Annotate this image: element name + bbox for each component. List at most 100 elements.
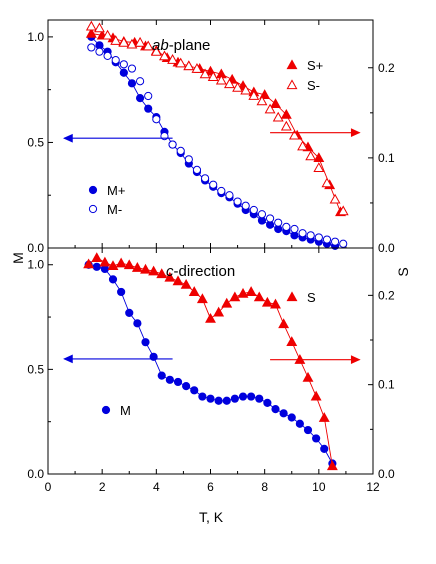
point-S-0 bbox=[83, 258, 95, 269]
point-M-10 bbox=[165, 375, 174, 384]
panel-0-yr-tick-label-0: 0.0 bbox=[378, 241, 395, 255]
point-M--27 bbox=[306, 231, 315, 240]
point-S-16 bbox=[213, 306, 225, 317]
point-S+-17 bbox=[270, 98, 281, 108]
point-S--10 bbox=[167, 54, 179, 64]
top-annotation-rest: -plane bbox=[169, 37, 211, 54]
point-M-19 bbox=[238, 392, 248, 401]
point-S-3 bbox=[107, 260, 119, 271]
panel-1-yl-tick-label-0: 0.0 bbox=[27, 467, 44, 481]
point-M-1 bbox=[92, 262, 101, 271]
point-S--25 bbox=[289, 129, 300, 140]
legend-label-s-minus: S- bbox=[307, 78, 320, 93]
point-M-21 bbox=[255, 394, 264, 403]
point-S--12 bbox=[183, 60, 195, 71]
panel-0-right-arrow-head bbox=[350, 128, 361, 138]
panel-1-yr-tick-label-2: 0.2 bbox=[378, 288, 395, 302]
point-S-20 bbox=[245, 286, 257, 296]
point-M--24 bbox=[282, 222, 291, 231]
panel-0-yl-tick-label-0: 0.0 bbox=[27, 241, 44, 255]
panel-1-yl-tick-label-1: 0.5 bbox=[27, 362, 44, 376]
point-S--20 bbox=[248, 90, 260, 100]
point-S-29 bbox=[318, 412, 330, 422]
series-M bbox=[84, 260, 337, 468]
point-M--4 bbox=[119, 60, 128, 69]
point-M-5 bbox=[125, 308, 134, 317]
point-M-12 bbox=[182, 382, 191, 391]
x-tick-label-6: 12 bbox=[366, 480, 380, 494]
point-S--9 bbox=[159, 50, 170, 61]
point-S+-21 bbox=[313, 152, 325, 163]
panel-1-left-arrow bbox=[63, 354, 173, 364]
point-S--19 bbox=[240, 84, 252, 95]
point-M+-4 bbox=[119, 68, 128, 77]
point-S-6 bbox=[131, 262, 143, 272]
point-M--13 bbox=[192, 165, 202, 174]
point-S--1 bbox=[94, 22, 105, 33]
panel-0-left-arrow-head bbox=[63, 133, 73, 143]
panel-1-right-arrow bbox=[270, 355, 361, 365]
point-S-28 bbox=[310, 390, 322, 401]
x-axis-title: T, K bbox=[199, 509, 224, 525]
point-M--22 bbox=[265, 214, 275, 223]
point-S-7 bbox=[140, 263, 151, 274]
point-M-24 bbox=[279, 409, 288, 418]
panel-0-yl-tick-label-2: 1.0 bbox=[27, 30, 44, 44]
panel-1-left-arrow-head bbox=[63, 354, 73, 364]
point-S-4 bbox=[115, 257, 127, 268]
point-M--0 bbox=[87, 43, 96, 52]
point-M-16 bbox=[214, 396, 223, 405]
legend-marker-M bbox=[101, 405, 111, 415]
legend-label-s-plus: S+ bbox=[307, 58, 323, 73]
point-S--2 bbox=[102, 29, 114, 40]
point-S-12 bbox=[180, 278, 192, 289]
point-S--6 bbox=[134, 36, 146, 47]
point-S--11 bbox=[175, 57, 187, 68]
point-M--28 bbox=[314, 233, 323, 242]
point-M--8 bbox=[152, 115, 161, 124]
point-S-21 bbox=[253, 291, 265, 302]
point-M-11 bbox=[173, 377, 183, 387]
point-S--27 bbox=[305, 150, 317, 161]
legend-marker-S+ bbox=[286, 59, 298, 70]
point-M--21 bbox=[257, 210, 267, 219]
point-M-25 bbox=[287, 413, 296, 422]
x-tick-label-3: 6 bbox=[207, 480, 214, 494]
point-M--16 bbox=[217, 186, 226, 196]
y-right-axis-title: S bbox=[395, 267, 411, 276]
point-S--18 bbox=[232, 81, 244, 92]
panel-0-left-arrow bbox=[63, 133, 173, 143]
point-S--8 bbox=[150, 45, 162, 56]
legend-label-m-minus: M- bbox=[107, 202, 122, 217]
point-S-24 bbox=[278, 318, 290, 329]
point-M-6 bbox=[133, 319, 142, 328]
legend-marker-M+ bbox=[88, 185, 98, 195]
panel-0-right-arrow bbox=[270, 128, 361, 138]
point-M--2 bbox=[103, 51, 112, 60]
x-tick-label-1: 2 bbox=[99, 480, 106, 494]
point-M-22 bbox=[263, 398, 272, 407]
legend-marker-S bbox=[286, 291, 298, 302]
point-M-13 bbox=[190, 386, 199, 395]
point-S--13 bbox=[191, 63, 203, 73]
point-S-1 bbox=[91, 252, 103, 263]
point-S--30 bbox=[329, 193, 341, 204]
point-M-9 bbox=[157, 371, 166, 380]
point-M-3 bbox=[108, 275, 118, 284]
point-M--29 bbox=[322, 235, 332, 244]
point-S-10 bbox=[164, 271, 176, 282]
point-S-18 bbox=[229, 291, 241, 302]
point-S-14 bbox=[196, 293, 208, 304]
bottom-annotation-italic: c bbox=[166, 263, 174, 280]
point-S-2 bbox=[99, 256, 111, 267]
point-M--12 bbox=[184, 155, 193, 164]
x-tick-label-2: 4 bbox=[153, 480, 160, 494]
point-S-19 bbox=[237, 287, 249, 298]
x-tick-label-4: 8 bbox=[261, 480, 268, 494]
bottom-annotation-rest: -direction bbox=[174, 263, 236, 280]
point-S-27 bbox=[302, 371, 314, 382]
point-S--14 bbox=[199, 68, 211, 79]
point-M-26 bbox=[295, 419, 304, 428]
point-M+-6 bbox=[135, 94, 145, 103]
series-S- bbox=[85, 20, 349, 216]
